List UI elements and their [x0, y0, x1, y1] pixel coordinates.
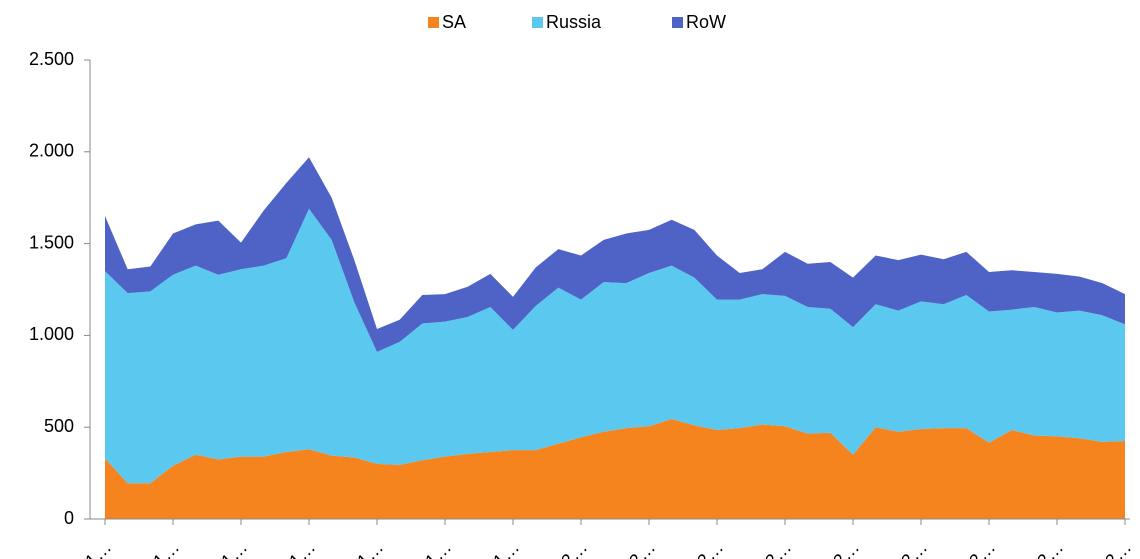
x-tick-label: 1…: [353, 537, 387, 559]
y-tick-label: 500: [44, 416, 74, 436]
x-tick-label: 2…: [761, 537, 795, 559]
x-tick-label: 1…: [489, 537, 523, 559]
x-tick-label: 1…: [421, 537, 455, 559]
x-tick-label: 1…: [81, 537, 115, 559]
x-tick-label: 2…: [829, 537, 863, 559]
area: [105, 157, 1125, 352]
y-tick-label: 2.000: [29, 141, 74, 161]
y-tick-label: 1.000: [29, 324, 74, 344]
y-tick-label: 2.500: [29, 49, 74, 69]
y-tick-label: 1.500: [29, 232, 74, 252]
x-tick-label: 1…: [149, 537, 183, 559]
legend-swatch: [672, 17, 683, 28]
x-tick-label: 2…: [557, 537, 591, 559]
legend-swatch: [532, 17, 543, 28]
x-tick-label: 2…: [693, 537, 727, 559]
legend-swatch: [428, 17, 439, 28]
x-tick-label: 2…: [897, 537, 931, 559]
legend-label: SA: [442, 12, 466, 32]
legend-label: RoW: [686, 12, 726, 32]
y-tick-label: 0: [64, 508, 74, 528]
x-tick-label: 2…: [1101, 537, 1135, 559]
legend-label: Russia: [546, 12, 602, 32]
x-tick-label: 2…: [965, 537, 999, 559]
x-tick-label: 2…: [625, 537, 659, 559]
x-tick-label: 2…: [1033, 537, 1067, 559]
area: [105, 418, 1125, 519]
area: [105, 208, 1125, 484]
x-tick-label: 1…: [217, 537, 251, 559]
x-tick-label: 1…: [285, 537, 319, 559]
